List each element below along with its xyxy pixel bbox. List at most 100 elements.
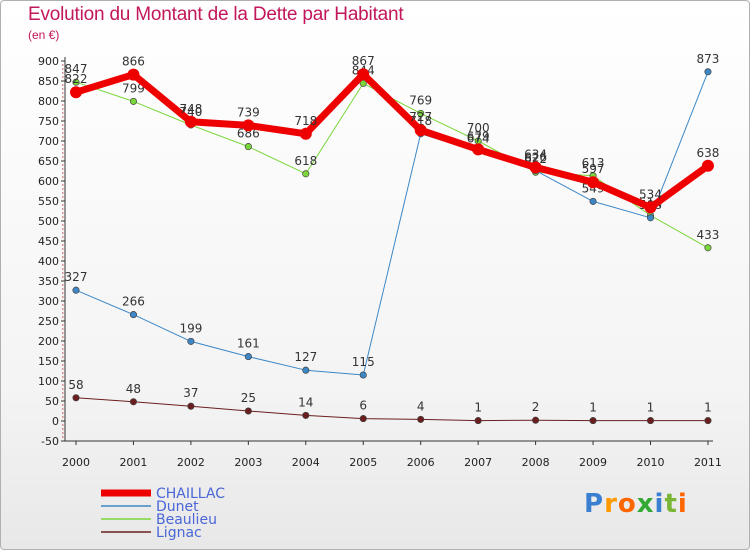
data-point-chaillac (414, 124, 427, 137)
chart-subtitle: (en €) (28, 28, 60, 42)
data-point-lignac (187, 402, 195, 410)
data-point-dunet (302, 366, 310, 374)
data-point-beaulieu (359, 79, 367, 87)
data-point-chaillac (70, 86, 82, 99)
y-tick-label: 50 (45, 395, 59, 408)
y-minor-tick (62, 324, 64, 326)
y-tick-label: 300 (38, 295, 59, 308)
y-minor-tick (62, 408, 64, 410)
y-minor-tick (62, 228, 64, 230)
y-minor-tick (62, 204, 64, 206)
x-tick-label: 2008 (522, 456, 550, 469)
x-tick-label: 2006 (407, 456, 435, 469)
data-label-chaillac: 634 (524, 147, 547, 161)
y-minor-tick (62, 392, 64, 394)
y-tick-label: 250 (38, 315, 59, 328)
y-tick-label: 800 (38, 95, 59, 108)
y-minor-tick (62, 108, 64, 110)
data-point-lignac (532, 416, 540, 424)
x-tick-label: 2011 (694, 456, 722, 469)
data-point-chaillac (701, 159, 714, 172)
y-minor-tick (62, 428, 64, 430)
data-label-dunet: 199 (179, 321, 202, 335)
data-label-lignac: 58 (68, 378, 83, 392)
y-minor-tick (62, 156, 64, 158)
data-label-chaillac: 597 (582, 162, 605, 176)
y-minor-tick (62, 396, 64, 398)
data-label-lignac: 1 (647, 401, 655, 415)
y-tick-label: 850 (38, 75, 59, 88)
y-minor-tick (62, 136, 64, 138)
y-minor-tick (62, 88, 64, 90)
y-minor-tick (62, 416, 64, 418)
data-label-chaillac: 727 (409, 110, 432, 124)
data-point-chaillac (357, 68, 370, 81)
data-label-chaillac: 718 (294, 114, 317, 128)
data-label-beaulieu: 618 (294, 154, 317, 168)
y-tick-label: 100 (38, 375, 59, 388)
data-label-chaillac: 867 (352, 54, 375, 68)
y-minor-tick (62, 284, 64, 286)
y-minor-tick (62, 148, 64, 150)
y-minor-tick (62, 168, 64, 170)
y-minor-tick (62, 388, 64, 390)
data-label-dunet: 873 (696, 52, 719, 66)
y-minor-tick (62, 368, 64, 370)
y-minor-tick (62, 292, 64, 294)
data-label-lignac: 6 (359, 399, 367, 413)
x-tick-label: 2005 (349, 456, 377, 469)
y-tick-label: 700 (38, 135, 59, 148)
series-line-chaillac (72, 70, 712, 211)
y-minor-tick (62, 372, 64, 374)
y-minor-tick (62, 248, 64, 250)
y-minor-tick (62, 152, 64, 154)
data-point-dunet (244, 353, 252, 361)
y-minor-tick (62, 376, 64, 378)
data-label-beaulieu: 769 (409, 93, 432, 107)
y-minor-tick (62, 304, 64, 306)
y-tick-label: 200 (38, 335, 59, 348)
y-minor-tick (62, 192, 64, 194)
data-label-chaillac: 679 (467, 129, 490, 143)
y-minor-tick (62, 144, 64, 146)
data-label-lignac: 37 (183, 386, 198, 400)
data-point-lignac (417, 415, 425, 423)
y-minor-tick (62, 188, 64, 190)
y-minor-tick (62, 316, 64, 318)
y-tick-label: 500 (38, 215, 59, 228)
x-tick-label: 2002 (177, 456, 205, 469)
x-tick-label: 2004 (292, 456, 320, 469)
y-minor-tick (62, 348, 64, 350)
y-minor-tick (62, 196, 64, 198)
y-minor-tick (62, 404, 64, 406)
y-minor-tick (62, 104, 64, 106)
data-label-chaillac: 739 (237, 105, 260, 119)
data-point-dunet (646, 214, 655, 222)
y-tick-label: -50 (41, 435, 59, 448)
data-point-chaillac (644, 201, 657, 214)
data-label-chaillac: 866 (122, 55, 145, 69)
data-point-chaillac (127, 68, 140, 81)
data-point-lignac (589, 417, 597, 425)
y-minor-tick (62, 352, 64, 354)
data-label-beaulieu: 686 (237, 127, 260, 141)
data-point-dunet (359, 371, 367, 379)
y-minor-tick (62, 64, 64, 66)
data-point-beaulieu (302, 170, 310, 178)
x-tick-label: 2000 (62, 456, 90, 469)
y-minor-tick (62, 96, 64, 98)
y-minor-tick (62, 328, 64, 330)
y-minor-tick (62, 76, 64, 78)
y-minor-tick (62, 308, 64, 310)
y-minor-tick (62, 232, 64, 234)
legend-label: CHAILLAC (156, 486, 225, 502)
data-label-lignac: 48 (126, 382, 141, 396)
data-label-dunet: 115 (352, 355, 375, 369)
y-minor-tick (62, 312, 64, 314)
chart-title: Evolution du Montant de la Dette par Hab… (28, 4, 404, 25)
y-minor-tick (62, 268, 64, 270)
data-label-lignac: 25 (241, 391, 256, 405)
x-tick-label: 2001 (119, 456, 147, 469)
y-minor-tick (62, 164, 64, 166)
